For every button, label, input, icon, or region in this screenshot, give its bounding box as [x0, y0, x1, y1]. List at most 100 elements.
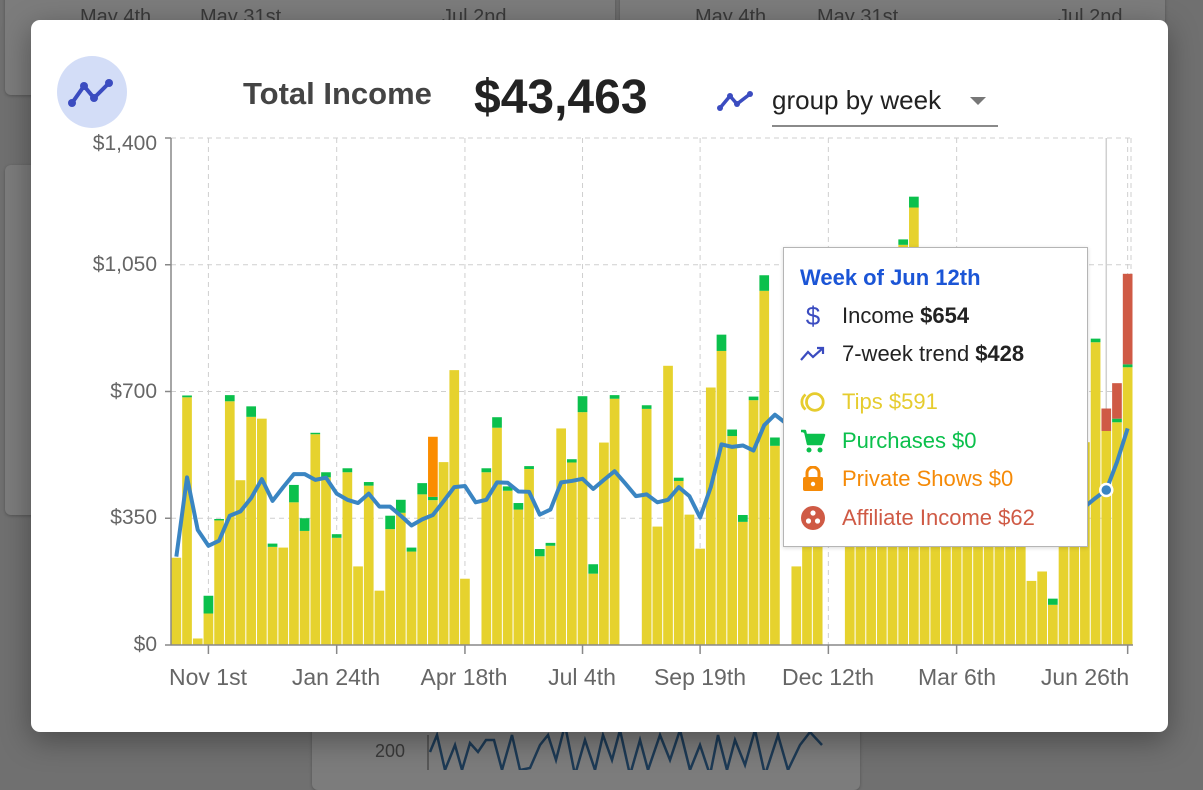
bar-segment-tips	[738, 521, 748, 645]
tooltip-purchases-text: Purchases $0	[842, 428, 977, 453]
group-by-select[interactable]: group by week	[772, 82, 998, 127]
bar-segment-purchases	[727, 429, 738, 437]
bar-segment-purchases	[748, 396, 759, 401]
tooltip-trend: 7-week trend $428	[800, 341, 1024, 367]
bar-segment-tips	[481, 472, 492, 645]
bar-segment-purchases	[385, 515, 395, 530]
tooltip-purchases: Purchases $0	[800, 428, 977, 454]
bar-segment-tips	[599, 442, 609, 645]
bar-segment-tips	[203, 613, 214, 645]
bar-segment-tips	[182, 397, 192, 645]
bar-segment-purchases	[342, 468, 353, 473]
bar-segment-purchases	[406, 547, 417, 552]
bar-segment-purchases	[759, 275, 770, 291]
bar-segment-tips	[727, 436, 738, 645]
bar-segment-tips	[802, 456, 812, 645]
bar-segment-tips	[524, 468, 534, 645]
trend-line-icon	[716, 88, 756, 119]
bar-segment-tips	[513, 509, 524, 645]
bar-segment-tips	[395, 512, 406, 645]
background-y-tick: 200	[375, 741, 406, 761]
bar-segment-purchases	[1112, 418, 1122, 423]
tooltip-private-shows: Private Shows $0	[800, 466, 1013, 492]
bar-segment-purchases	[588, 564, 599, 574]
bar-segment-tips	[192, 638, 203, 645]
bar-segment-purchases	[545, 542, 556, 546]
y-tick-label: $350	[110, 506, 157, 529]
background-line-chart	[427, 724, 823, 770]
x-tick-label: Nov 1st	[169, 664, 247, 690]
bar-segment-tips	[705, 387, 716, 645]
bar-segment-tips	[267, 546, 278, 645]
group-by-value: group by week	[772, 85, 942, 115]
bar-segment-tips	[235, 480, 246, 645]
bar-segment-tips	[652, 526, 663, 645]
bar-segment-tips	[321, 477, 331, 645]
bar-segment-purchases	[214, 518, 224, 521]
bar-segment-tips	[716, 350, 727, 645]
y-tick-label: $1,400	[92, 132, 157, 155]
bar-segment-purchases	[267, 543, 278, 547]
bar-segment-affiliate-income	[1112, 383, 1122, 419]
bar-segment-purchases	[363, 482, 374, 486]
x-tick-label: Sep 19th	[653, 664, 747, 690]
bar-segment-purchases	[534, 549, 545, 557]
bar-segment-purchases	[1047, 598, 1058, 605]
bar-segment-purchases	[673, 477, 684, 481]
bar-segment-tips	[331, 537, 342, 645]
bar-segment-purchases	[224, 395, 235, 402]
cart-icon	[800, 428, 826, 454]
bar-segment-tips	[609, 398, 620, 645]
bar-segment-tips	[695, 548, 705, 645]
bar-segment-tips	[374, 590, 385, 645]
bar-segment-purchases	[395, 499, 406, 513]
x-tick-label: Jul 4th	[548, 664, 616, 690]
bar-segment-tips	[428, 500, 438, 645]
bar-segment-purchases	[182, 395, 192, 398]
affiliate-icon	[800, 505, 826, 531]
bar-segment-purchases	[502, 486, 513, 491]
x-tick-label: Jun 26th	[1040, 664, 1130, 690]
bar-segment-tips	[492, 427, 502, 645]
bar-segment-tips	[588, 573, 599, 645]
bar-segment-purchases	[428, 496, 438, 501]
bar-segment-purchases	[641, 405, 652, 409]
bar-segment-tips	[577, 412, 588, 645]
page-title: Total Income	[243, 76, 432, 111]
bar-segment-tips	[748, 400, 759, 645]
bar-segment-tips	[1026, 580, 1037, 645]
bar-segment-tips	[310, 434, 321, 645]
bar-segment-tips	[449, 370, 460, 645]
bar-segment-tips	[214, 520, 224, 645]
bar-segment-purchases	[310, 432, 321, 435]
bar-segment-purchases	[738, 514, 748, 522]
bar-segment-tips	[812, 449, 823, 645]
bar-segment-purchases	[331, 534, 342, 538]
bar-segment-purchases	[513, 503, 524, 510]
bar-segment-private-shows	[428, 436, 438, 497]
bar-segment-tips	[1112, 422, 1122, 645]
bar-segment-purchases	[609, 395, 620, 399]
bar-segment-affiliate-income	[1101, 408, 1112, 431]
bar-segment-purchases	[577, 396, 588, 413]
bar-segment-purchases	[417, 483, 428, 495]
bar-segment-purchases	[203, 595, 214, 614]
bar-segment-purchases	[492, 417, 502, 428]
bar-segment-tips	[385, 529, 395, 645]
bar-segment-purchases	[1090, 338, 1101, 343]
bar-segment-tips	[759, 290, 770, 645]
bar-segment-purchases	[289, 484, 299, 503]
bar-segment-tips	[278, 547, 289, 645]
bar-segment-tips	[673, 480, 684, 645]
bar-segment-purchases	[566, 459, 577, 463]
x-tick-label: Apr 18th	[420, 664, 508, 690]
bar-segment-tips	[353, 566, 363, 645]
bar-segment-purchases	[898, 239, 909, 245]
tooltip-income-value: $654	[920, 303, 970, 328]
bar-segment-purchases	[299, 518, 310, 531]
bar-segment-tips	[1090, 342, 1101, 645]
tooltip-income-label: Income	[842, 303, 915, 328]
tooltip-trend-label: 7-week trend	[842, 341, 970, 366]
bar-segment-tips	[171, 557, 182, 645]
bar-segment-tips	[641, 408, 652, 645]
